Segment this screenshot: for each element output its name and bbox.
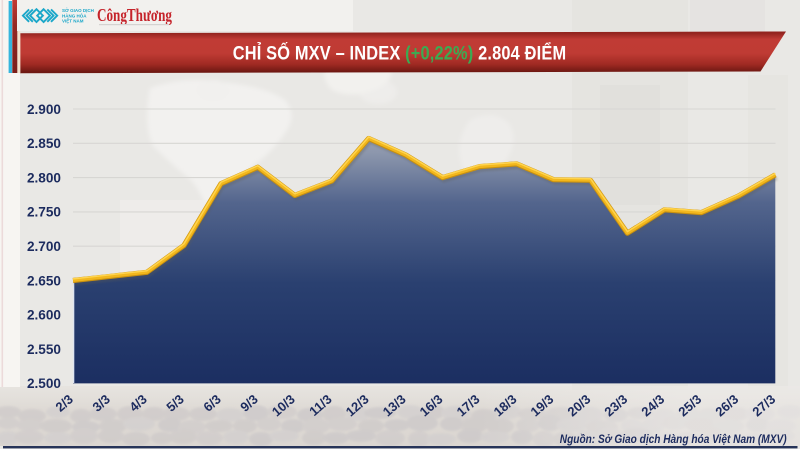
svg-text:2.700: 2.700: [27, 239, 61, 254]
svg-text:2.650: 2.650: [27, 273, 61, 288]
svg-text:SỞ GIAO DỊCH: SỞ GIAO DỊCH: [62, 7, 94, 13]
svg-text:2.750: 2.750: [27, 205, 61, 220]
svg-text:HÀNG HÓA: HÀNG HÓA: [62, 11, 87, 18]
svg-text:2.800: 2.800: [27, 170, 61, 185]
svg-text:2.500: 2.500: [27, 376, 61, 391]
svg-text:2.550: 2.550: [27, 342, 61, 357]
svg-text:CHỈ SỐ MXV – INDEX (+0,22%) 2.: CHỈ SỐ MXV – INDEX (+0,22%) 2.804 ĐIỂM: [233, 41, 567, 64]
svg-text:2.850: 2.850: [27, 136, 61, 151]
svg-text:2.900: 2.900: [27, 102, 61, 117]
svg-text:Nguồn: Sở Giao dịch Hàng hóa V: Nguồn: Sở Giao dịch Hàng hóa Việt Nam (M…: [560, 433, 787, 446]
svg-text:CôngThương: CôngThương: [97, 5, 172, 25]
svg-text:2.600: 2.600: [27, 308, 61, 323]
svg-text:VIỆT NAM: VIỆT NAM: [62, 17, 84, 24]
